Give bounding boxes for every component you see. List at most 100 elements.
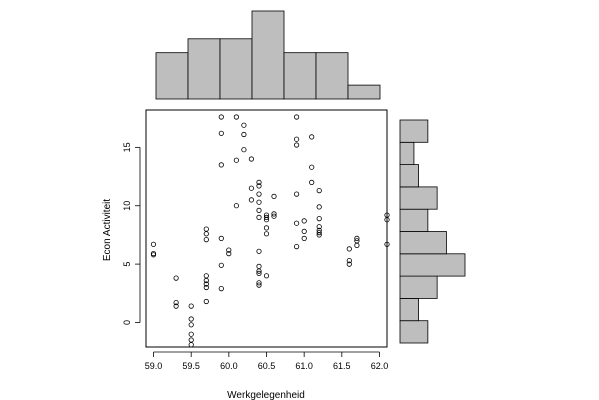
scatter-point — [316, 230, 322, 236]
scatter-point — [188, 331, 194, 337]
scatter-point — [263, 231, 270, 237]
x-tick-label: 61.5 — [333, 361, 351, 371]
scatter-point — [256, 183, 262, 189]
x-hist-bar — [187, 38, 221, 100]
scatter-point — [301, 228, 307, 234]
scatter-point — [384, 217, 390, 223]
scatter-point — [188, 303, 194, 309]
scatter-point — [218, 285, 224, 292]
scatter-point — [233, 157, 239, 163]
scatter-point — [173, 303, 179, 309]
y-hist-bar — [399, 231, 447, 255]
scatter-point — [256, 282, 262, 288]
scatter-point — [203, 237, 209, 243]
scatter-point — [293, 244, 300, 250]
x-marginal-histogram — [155, 10, 381, 100]
scatter-point — [301, 218, 307, 224]
scatter-point — [203, 231, 209, 237]
y-hist-bar — [399, 253, 466, 277]
scatter-point — [233, 203, 239, 209]
scatter-point — [316, 188, 322, 194]
scatter-point — [316, 204, 322, 210]
y-hist-bar — [399, 275, 438, 299]
scatter-point — [256, 263, 262, 269]
scatter-point — [346, 257, 352, 264]
scatter-point — [256, 191, 262, 197]
x-hist-bar — [315, 52, 349, 100]
scatter-point — [384, 241, 390, 247]
y-hist-bar — [399, 320, 429, 344]
y-hist-bar — [399, 141, 415, 166]
scatter-point — [263, 273, 270, 279]
scatter-point — [256, 248, 262, 254]
y-hist-bar — [399, 297, 419, 322]
x-hist-bar — [155, 52, 189, 100]
y-tick-label: 5 — [122, 262, 132, 267]
scatter-point — [188, 322, 194, 328]
scatter-point — [188, 316, 194, 322]
x-axis: 59.0 59.5 60.0 60.5 61.0 61.5 62.0 — [145, 351, 388, 371]
scatter-point — [248, 185, 254, 191]
x-tick-label: 61.0 — [295, 361, 313, 371]
scatter-point — [173, 299, 179, 306]
scatter-point — [354, 235, 360, 241]
scatter-point — [309, 179, 315, 185]
scatter-point — [218, 114, 224, 120]
plot-frame — [145, 109, 388, 348]
scatter-point — [263, 214, 270, 220]
scatter-point — [226, 247, 232, 253]
y-tick-label: 0 — [122, 320, 132, 325]
scatter-point — [203, 281, 209, 287]
scatter-point — [203, 298, 209, 305]
scatter-point — [248, 197, 254, 203]
y-hist-bar — [399, 186, 438, 210]
scatter-point — [218, 162, 224, 168]
x-hist-bar — [347, 84, 381, 100]
x-tick-label: 59.5 — [182, 361, 200, 371]
scatter-point — [316, 232, 322, 238]
scatter-point — [256, 270, 262, 276]
scatter-point — [256, 280, 262, 286]
scatter-point — [226, 251, 232, 257]
scatter-point — [271, 193, 277, 199]
scatter-point — [354, 242, 360, 248]
scatter-point — [233, 114, 239, 120]
x-tick-label: 60.5 — [258, 361, 276, 371]
scatter-point — [203, 226, 209, 232]
scatter-point — [346, 261, 352, 267]
scatter-point — [301, 235, 307, 241]
y-hist-bar — [399, 119, 429, 143]
scatter-point — [256, 199, 262, 205]
scatter-point — [293, 114, 300, 120]
scatter-point — [293, 142, 300, 148]
scatter-point — [263, 217, 270, 223]
scatter-point — [293, 220, 300, 226]
y-tick-label: 15 — [122, 142, 132, 152]
scatter-point — [150, 252, 157, 258]
scatter-point — [309, 164, 315, 170]
scatter-point — [218, 262, 224, 268]
scatter-point — [241, 147, 247, 153]
x-tick-label: 59.0 — [145, 361, 163, 371]
scatter-point — [188, 337, 194, 343]
scatter-point — [346, 246, 352, 252]
y-hist-bar — [399, 164, 419, 188]
x-hist-bar — [219, 38, 253, 100]
x-hist-bar — [283, 52, 317, 100]
scatter-point — [248, 156, 254, 162]
scatter-point — [188, 342, 194, 348]
y-hist-bar — [399, 208, 429, 232]
scatter-points — [150, 114, 390, 348]
scatter-point — [218, 235, 224, 241]
y-marginal-histogram — [399, 119, 466, 344]
scatter-point — [203, 284, 209, 291]
y-tick-label: 10 — [122, 201, 132, 211]
x-tick-label: 60.0 — [220, 361, 238, 371]
scatter-point — [271, 213, 277, 219]
y-axis-label: Econ Activiteit — [102, 199, 113, 261]
scatter-point — [203, 273, 209, 279]
scatter-point — [173, 275, 179, 281]
scatter-point — [316, 216, 322, 222]
x-axis-label: Werkgelegenheid — [227, 390, 305, 400]
